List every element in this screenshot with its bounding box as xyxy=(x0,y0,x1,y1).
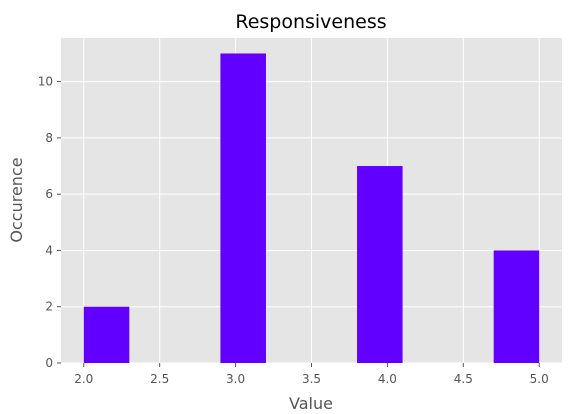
y-tick-label: 2 xyxy=(45,300,53,314)
y-tick-label: 4 xyxy=(45,243,53,257)
histogram-bar xyxy=(220,53,266,363)
x-tick-label: 2.5 xyxy=(150,372,169,386)
histogram-bar xyxy=(493,250,540,363)
y-tick-label: 8 xyxy=(45,131,53,145)
histogram-bar xyxy=(357,166,403,363)
x-tick-label: 4.5 xyxy=(454,372,473,386)
x-axis-ticks: 2.0 2.5 3.0 3.5 4.0 4.5 5.0 xyxy=(74,363,549,386)
y-tick-label: 6 xyxy=(45,187,53,201)
x-axis-label: Value xyxy=(289,394,333,413)
x-tick-label: 3.0 xyxy=(226,372,245,386)
x-tick-label: 5.0 xyxy=(530,372,549,386)
x-tick-label: 3.5 xyxy=(302,372,321,386)
bars xyxy=(83,53,540,363)
x-tick-label: 2.0 xyxy=(74,372,93,386)
y-axis-ticks: 0 2 4 6 8 10 xyxy=(38,75,61,370)
y-tick-label: 10 xyxy=(38,75,53,89)
y-axis-label: Occurence xyxy=(7,157,26,242)
y-tick-label: 0 xyxy=(45,356,53,370)
x-tick-label: 4.0 xyxy=(378,372,397,386)
histogram-bar xyxy=(83,306,130,363)
chart-title: Responsiveness xyxy=(235,11,386,33)
